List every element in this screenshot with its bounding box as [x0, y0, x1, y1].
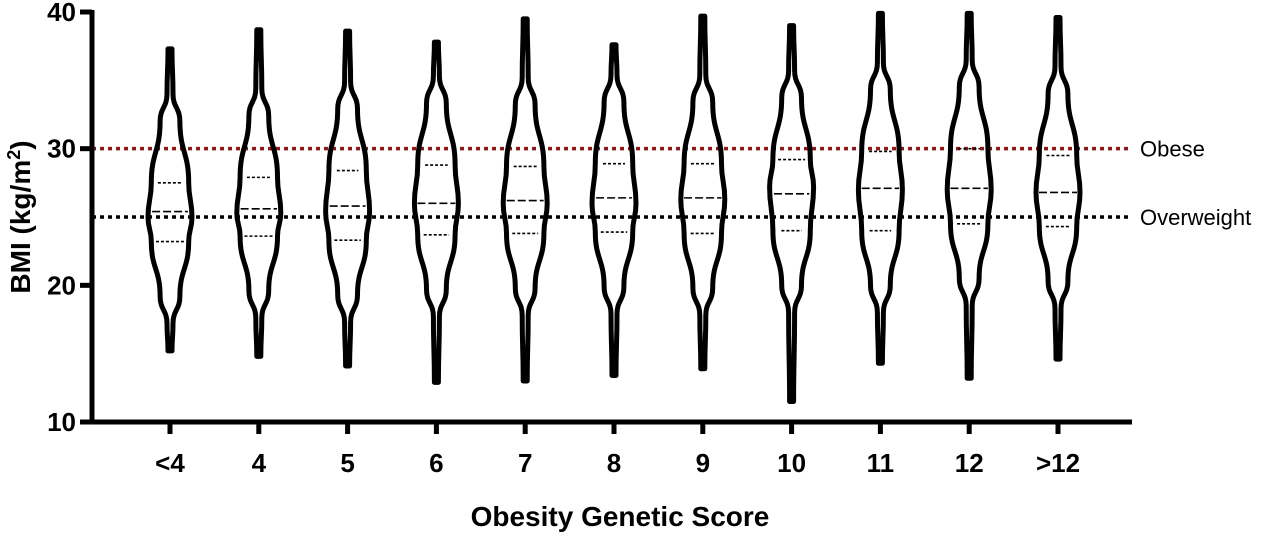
x-tick-label-0: <4 — [155, 448, 185, 478]
violin-5 — [589, 42, 639, 379]
x-tick-label-10: >12 — [1036, 448, 1080, 478]
x-tick-label-1: 4 — [252, 448, 267, 478]
tick-labels: 10 20 30 40 <4 4 5 6 7 8 9 10 11 12 >12 — [47, 0, 1080, 478]
violin-9 — [944, 10, 994, 381]
violins — [145, 10, 1083, 404]
x-tick-label-8: 11 — [867, 448, 895, 478]
violin-outline-9 — [944, 10, 994, 381]
violin-outline-0 — [145, 46, 195, 354]
axes — [80, 9, 1132, 434]
reference-label-0: Obese — [1140, 137, 1205, 162]
y-axis-title-main: BMI (kg/m — [5, 160, 36, 294]
violin-outline-4 — [500, 16, 550, 384]
violin-8 — [855, 10, 905, 366]
y-axis-title-sup: 2 — [4, 150, 24, 160]
violin-outline-8 — [855, 10, 905, 366]
violin-3 — [411, 39, 461, 385]
y-tick-label-20: 20 — [47, 270, 76, 300]
violin-outline-3 — [411, 39, 461, 385]
violin-outline-5 — [589, 42, 639, 379]
violin-10 — [1033, 14, 1083, 362]
violin-outline-2 — [323, 28, 373, 369]
violin-outline-6 — [678, 13, 728, 372]
x-tick-label-9: 12 — [955, 448, 984, 478]
violin-7 — [767, 23, 817, 404]
x-tick-label-6: 9 — [696, 448, 710, 478]
y-axis-title: BMI (kg/m2) — [4, 140, 36, 293]
y-tick-label-40: 40 — [47, 0, 76, 27]
y-axis-title-tail: ) — [5, 140, 36, 149]
reference-label-1: Overweight — [1140, 205, 1251, 230]
x-tick-label-7: 10 — [777, 448, 806, 478]
x-axis-title: Obesity Genetic Score — [471, 501, 770, 532]
violin-2 — [323, 28, 373, 369]
x-tick-label-3: 6 — [429, 448, 443, 478]
x-tick-label-5: 8 — [607, 448, 621, 478]
y-tick-label-10: 10 — [47, 407, 76, 437]
violin-outline-1 — [234, 27, 284, 359]
violin-6 — [678, 13, 728, 372]
violin-outline-10 — [1033, 14, 1083, 362]
violin-4 — [500, 16, 550, 384]
x-tick-label-4: 7 — [518, 448, 532, 478]
violin-1 — [234, 27, 284, 359]
x-tick-label-2: 5 — [340, 448, 354, 478]
violin-outline-7 — [767, 23, 817, 404]
y-tick-label-30: 30 — [47, 134, 76, 164]
violin-0 — [145, 46, 195, 354]
